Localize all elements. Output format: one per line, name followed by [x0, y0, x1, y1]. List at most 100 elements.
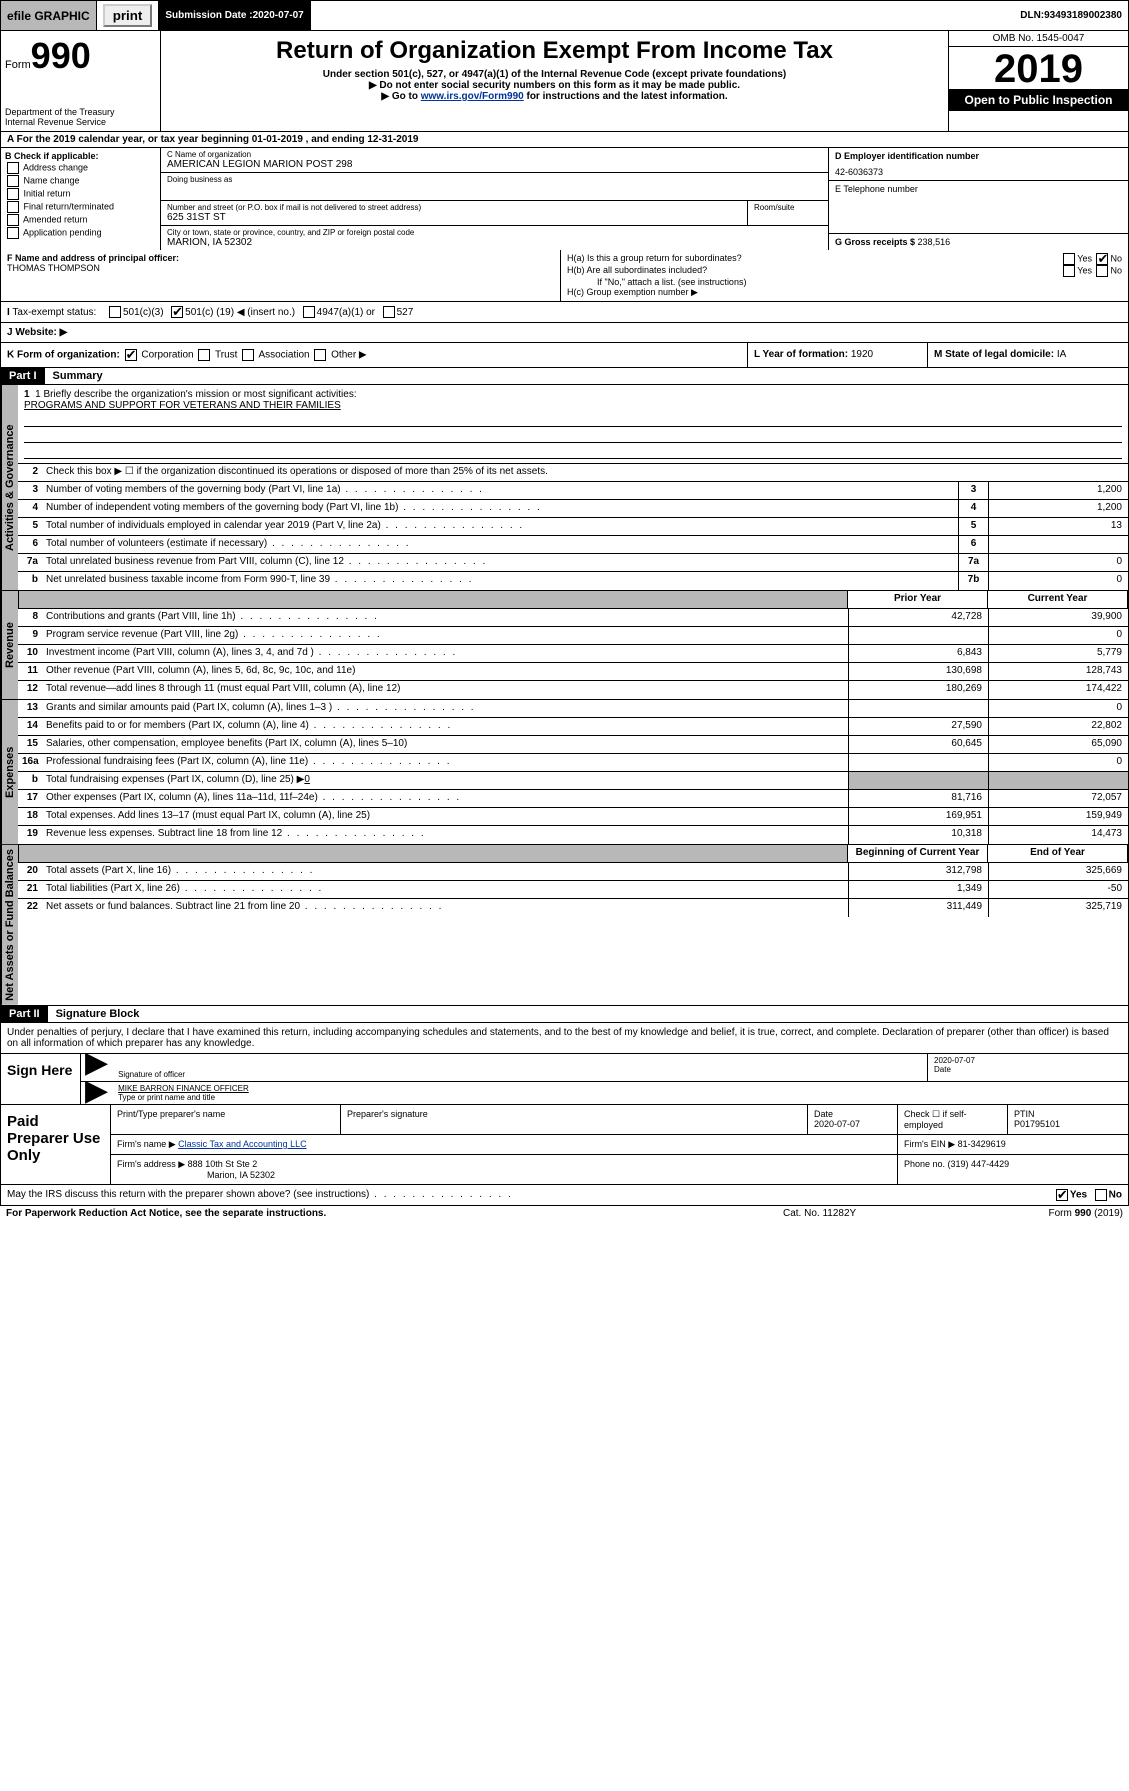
box-k-l-m: K Form of organization: Corporation Trus… — [0, 343, 1129, 368]
footer-left: For Paperwork Reduction Act Notice, see … — [6, 1208, 783, 1219]
501c3: 501(c)(3) — [123, 307, 164, 318]
line-17-p: 81,716 — [848, 790, 988, 807]
firm-phone-lbl: Phone no. — [904, 1159, 948, 1169]
korg-lbl: K Form of organization: — [7, 350, 120, 361]
summary-net: Net Assets or Fund Balances Beginning of… — [0, 845, 1129, 1006]
mission-lbl: 1 Briefly describe the organization's mi… — [35, 389, 357, 400]
ein-lbl: D Employer identification number — [835, 151, 1122, 161]
line-13: Grants and similar amounts paid (Part IX… — [46, 702, 332, 713]
dln-cell: DLN: 93493189002380 — [1014, 1, 1128, 30]
chk-trust[interactable] — [198, 349, 210, 361]
prep-date-lbl: Date — [814, 1109, 833, 1119]
chk-assoc[interactable] — [242, 349, 254, 361]
line-9: Program service revenue (Part VIII, line… — [46, 629, 238, 640]
line-3-v: 1,200 — [988, 482, 1128, 499]
line-17-c: 72,057 — [988, 790, 1128, 807]
discuss-no[interactable] — [1095, 1189, 1107, 1201]
discuss-yes-lbl: Yes — [1070, 1189, 1087, 1200]
line-7a-n: 7a — [958, 554, 988, 571]
sig-date-lbl: Date — [934, 1065, 1122, 1074]
print-button[interactable]: print — [103, 4, 153, 27]
firm-name[interactable]: Classic Tax and Accounting LLC — [178, 1139, 306, 1149]
line-21-p: 1,349 — [848, 881, 988, 898]
chk-501c3[interactable] — [109, 306, 121, 318]
chk-final[interactable] — [7, 201, 19, 213]
h-b-note: If "No," attach a list. (see instruction… — [567, 277, 1122, 287]
chk-other[interactable] — [314, 349, 326, 361]
hb-yes[interactable] — [1063, 265, 1075, 277]
box-i: I Tax-exempt status: 501(c)(3) 501(c) (1… — [0, 302, 1129, 323]
open-inspection: Open to Public Inspection — [949, 89, 1128, 111]
subtitle-1: Under section 501(c), 527, or 4947(a)(1)… — [169, 69, 940, 80]
chk-pending[interactable] — [7, 227, 19, 239]
chk-final-lbl: Final return/terminated — [24, 201, 115, 211]
line-7b: Net unrelated business taxable income fr… — [46, 574, 330, 585]
line-4-n: 4 — [958, 500, 988, 517]
ha-yes[interactable] — [1063, 253, 1075, 265]
tax-status-lbl: Tax-exempt status: — [12, 307, 96, 318]
line-8: Contributions and grants (Part VIII, lin… — [46, 611, 236, 622]
part1-badge: Part I — [1, 368, 45, 384]
chk-pending-lbl: Application pending — [23, 227, 102, 237]
line-14: Benefits paid to or for members (Part IX… — [46, 720, 309, 731]
discuss-row: May the IRS discuss this return with the… — [0, 1185, 1129, 1206]
line-16a-c: 0 — [988, 754, 1128, 771]
line-20-p: 312,798 — [848, 863, 988, 880]
domicile: IA — [1057, 349, 1066, 360]
chk-4947[interactable] — [303, 306, 315, 318]
prep-date: 2020-07-07 — [814, 1119, 860, 1129]
line-2: Check this box ▶ ☐ if the organization d… — [42, 464, 1128, 481]
chk-corp[interactable] — [125, 349, 137, 361]
addr: 625 31ST ST — [167, 212, 741, 223]
form-title: Return of Organization Exempt From Incom… — [169, 37, 940, 65]
line-10-p: 6,843 — [848, 645, 988, 662]
line-12: Total revenue—add lines 8 through 11 (mu… — [46, 683, 400, 694]
ptin: P01795101 — [1014, 1119, 1060, 1129]
501c-b: ) ◀ (insert no.) — [231, 307, 295, 318]
line-9-c: 0 — [988, 627, 1128, 644]
chk-527[interactable] — [383, 306, 395, 318]
line-15-p: 60,645 — [848, 736, 988, 753]
org-name-lbl: C Name of organization — [167, 150, 822, 159]
period-a: For the 2019 calendar year, or tax year … — [17, 134, 252, 145]
chk-amended[interactable] — [7, 214, 19, 226]
period-begin: 01-01-2019 — [252, 134, 303, 145]
line-18-c: 159,949 — [988, 808, 1128, 825]
chk-address[interactable] — [7, 162, 19, 174]
tax-year: 2019 — [949, 47, 1128, 89]
box-f: F Name and address of principal officer:… — [1, 250, 561, 301]
part2-title: Signature Block — [48, 1006, 1128, 1022]
line-14-p: 27,590 — [848, 718, 988, 735]
paid-preparer: Paid Preparer Use Only Print/Type prepar… — [0, 1105, 1129, 1185]
hb-no[interactable] — [1096, 265, 1108, 277]
discuss-yes[interactable] — [1056, 1189, 1068, 1201]
print-cell: print — [97, 1, 160, 30]
line-19-c: 14,473 — [988, 826, 1128, 844]
line-21-c: -50 — [988, 881, 1128, 898]
line-7b-n: 7b — [958, 572, 988, 590]
firm-addr-lbl: Firm's address ▶ — [117, 1159, 185, 1169]
chk-name-lbl: Name change — [24, 175, 80, 185]
chk-name[interactable] — [7, 175, 19, 187]
header-right: OMB No. 1545-0047 2019 Open to Public In… — [948, 31, 1128, 131]
subtitle-3a: ▶ Go to — [381, 91, 420, 102]
hdr-beg: Beginning of Current Year — [847, 845, 987, 862]
footer-mid: Cat. No. 11282Y — [783, 1208, 983, 1219]
arrow-icon: ▶ — [81, 1082, 112, 1104]
dln-value: 93493189002380 — [1044, 10, 1122, 21]
line-6: Total number of volunteers (estimate if … — [46, 538, 267, 549]
hdr-prior: Prior Year — [847, 591, 987, 608]
header-center: Return of Organization Exempt From Incom… — [161, 31, 948, 131]
line-16b: Total fundraising expenses (Part IX, col… — [46, 774, 304, 785]
summary-governance: Activities & Governance 1 1 Briefly desc… — [0, 385, 1129, 591]
form-prefix: Form — [5, 59, 31, 71]
footer: For Paperwork Reduction Act Notice, see … — [0, 1206, 1129, 1221]
chk-501c[interactable] — [171, 306, 183, 318]
ha-no[interactable] — [1096, 253, 1108, 265]
line-22-c: 325,719 — [988, 899, 1128, 917]
line-5-n: 5 — [958, 518, 988, 535]
chk-initial[interactable] — [7, 188, 19, 200]
form990-link[interactable]: www.irs.gov/Form990 — [421, 91, 524, 102]
line-9-p — [848, 627, 988, 644]
sig-intro: Under penalties of perjury, I declare th… — [1, 1023, 1128, 1053]
